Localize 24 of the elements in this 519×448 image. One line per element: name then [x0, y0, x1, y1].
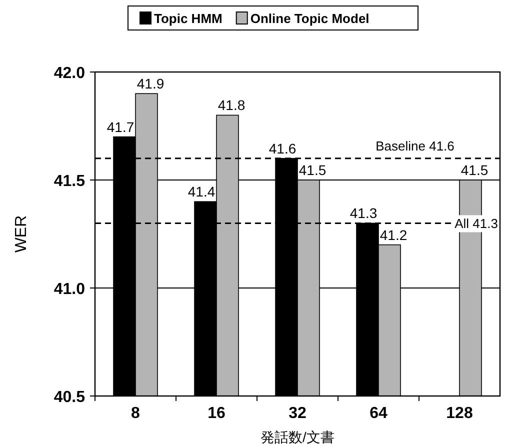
data-label: 41.7: [106, 118, 134, 135]
x-tick-label: 32: [288, 405, 306, 422]
data-label: 41.5: [460, 162, 488, 178]
data-label: 41.8: [218, 97, 246, 114]
x-tick-label: 128: [446, 405, 473, 422]
legend-label: Topic HMM: [154, 11, 222, 26]
y-tick-label: 42.0: [54, 65, 86, 82]
data-label: 41.4: [188, 184, 216, 200]
data-label: 41.2: [380, 226, 408, 243]
x-tick-label: 16: [208, 405, 226, 422]
data-label: 41.3: [350, 205, 378, 222]
y-tick-label: 41.0: [54, 281, 86, 298]
data-label: 41.9: [136, 76, 164, 92]
x-tick-label: 64: [370, 405, 388, 422]
ref-line-label: All 41.3: [454, 216, 498, 232]
ref-line-label: Baseline 41.6: [376, 138, 454, 154]
y-axis-title: WER: [13, 215, 30, 253]
y-tick-label: 41.5: [54, 173, 86, 190]
legend-label: Online Topic Model: [250, 11, 370, 26]
x-axis-title: 発話数/文書: [260, 429, 334, 445]
x-tick-label: 8: [131, 405, 140, 422]
y-tick-label: 40.5: [54, 389, 86, 406]
data-label: 41.5: [298, 162, 326, 178]
data-label: 41.6: [268, 140, 296, 156]
